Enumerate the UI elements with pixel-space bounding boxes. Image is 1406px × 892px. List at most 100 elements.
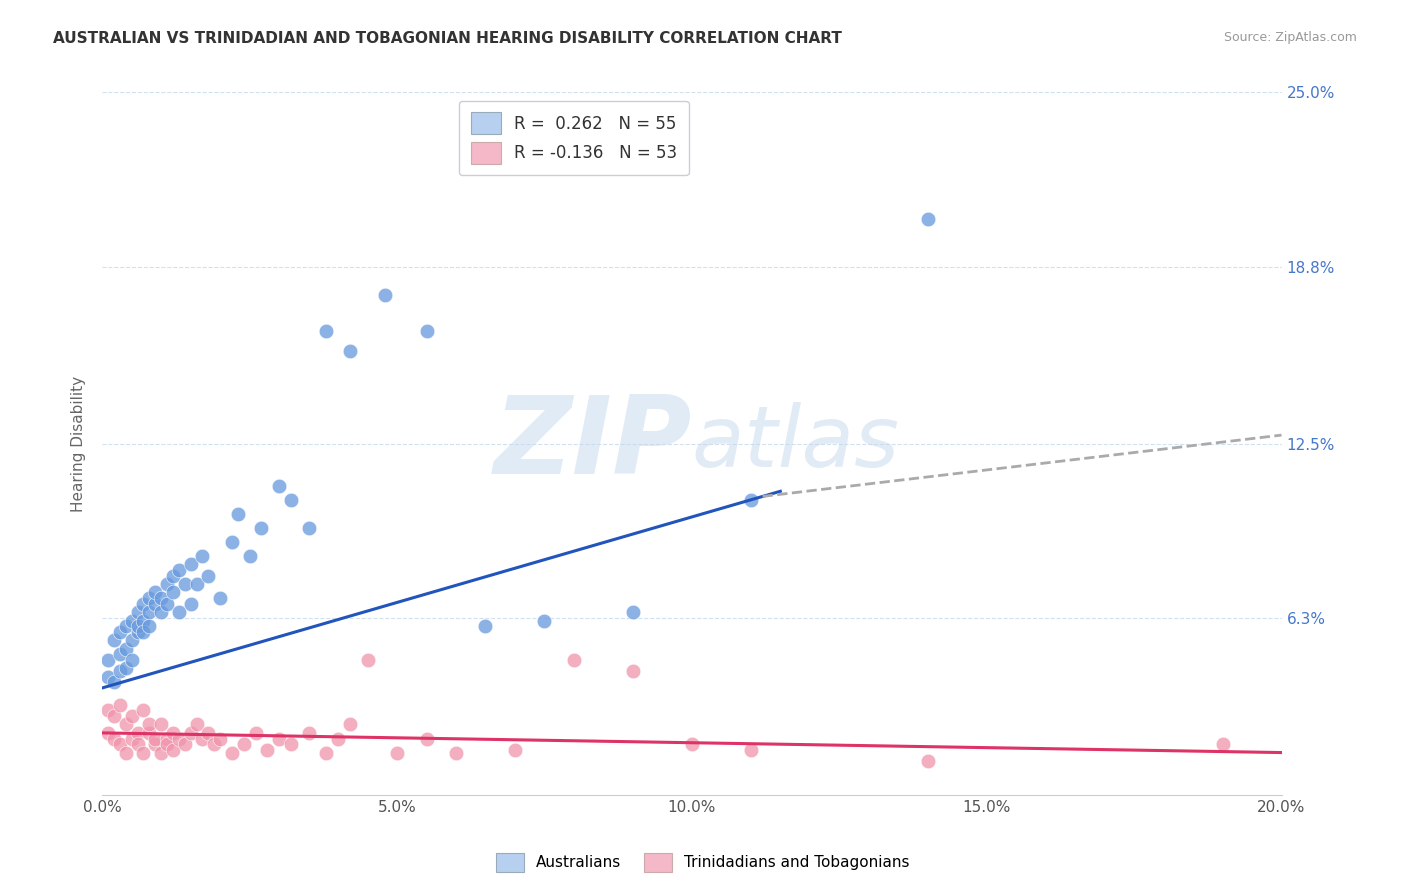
Point: [108, 698, 131, 712]
Point: [114, 641, 136, 656]
Point: [385, 746, 408, 760]
Point: [156, 597, 179, 611]
Point: [97, 703, 120, 717]
Point: [167, 731, 190, 746]
Point: [143, 585, 166, 599]
Point: [681, 737, 703, 751]
Point: [256, 743, 278, 757]
Point: [150, 591, 173, 605]
Point: [226, 507, 249, 521]
Point: [143, 597, 166, 611]
Point: [533, 614, 555, 628]
Point: [356, 653, 378, 667]
Point: [280, 737, 302, 751]
Point: [297, 521, 319, 535]
Point: [97, 726, 120, 740]
Point: [1212, 737, 1234, 751]
Point: [474, 619, 496, 633]
Point: [269, 731, 291, 746]
Point: [315, 746, 337, 760]
Point: [621, 664, 644, 678]
Point: [221, 534, 243, 549]
Point: [917, 754, 939, 768]
Point: [127, 619, 149, 633]
Point: [132, 746, 155, 760]
Point: [127, 605, 149, 619]
Point: [121, 653, 143, 667]
Point: [162, 585, 184, 599]
Point: [173, 577, 195, 591]
Legend: Australians, Trinidadians and Tobagonians: Australians, Trinidadians and Tobagonian…: [489, 845, 917, 880]
Point: [114, 746, 136, 760]
Point: [209, 731, 232, 746]
Point: [97, 653, 120, 667]
Point: [269, 478, 291, 492]
Point: [150, 717, 173, 731]
Point: [191, 731, 214, 746]
Point: [97, 670, 120, 684]
Point: [114, 619, 136, 633]
Point: [121, 614, 143, 628]
Point: [127, 624, 149, 639]
Point: [245, 726, 267, 740]
Point: [186, 577, 208, 591]
Point: [108, 737, 131, 751]
Legend: R =  0.262   N = 55, R = -0.136   N = 53: R = 0.262 N = 55, R = -0.136 N = 53: [458, 101, 689, 175]
Point: [108, 647, 131, 661]
Point: [297, 726, 319, 740]
Point: [150, 746, 173, 760]
Point: [162, 726, 184, 740]
Point: [326, 731, 349, 746]
Point: [339, 717, 361, 731]
Point: [138, 605, 160, 619]
Point: [162, 568, 184, 582]
Point: [740, 743, 762, 757]
Point: [167, 563, 190, 577]
Text: atlas: atlas: [692, 402, 900, 485]
Point: [162, 743, 184, 757]
Point: [103, 709, 125, 723]
Point: [221, 746, 243, 760]
Text: AUSTRALIAN VS TRINIDADIAN AND TOBAGONIAN HEARING DISABILITY CORRELATION CHART: AUSTRALIAN VS TRINIDADIAN AND TOBAGONIAN…: [53, 31, 842, 46]
Point: [114, 661, 136, 675]
Point: [138, 717, 160, 731]
Point: [156, 577, 179, 591]
Point: [374, 287, 396, 301]
Point: [180, 726, 202, 740]
Point: [186, 717, 208, 731]
Point: [280, 492, 302, 507]
Point: [415, 731, 437, 746]
Point: [108, 624, 131, 639]
Point: [339, 343, 361, 358]
Point: [191, 549, 214, 563]
Point: [173, 737, 195, 751]
Text: Source: ZipAtlas.com: Source: ZipAtlas.com: [1223, 31, 1357, 45]
Point: [114, 717, 136, 731]
Point: [121, 731, 143, 746]
Point: [127, 726, 149, 740]
Point: [415, 324, 437, 338]
Text: ZIP: ZIP: [494, 391, 692, 497]
Point: [132, 624, 155, 639]
Point: [138, 619, 160, 633]
Point: [143, 737, 166, 751]
Y-axis label: Hearing Disability: Hearing Disability: [72, 376, 86, 512]
Point: [315, 324, 337, 338]
Point: [103, 633, 125, 648]
Point: [127, 737, 149, 751]
Point: [239, 549, 262, 563]
Point: [740, 492, 762, 507]
Point: [202, 737, 225, 751]
Point: [156, 737, 179, 751]
Point: [621, 605, 644, 619]
Point: [103, 675, 125, 690]
Point: [167, 605, 190, 619]
Point: [156, 731, 179, 746]
Point: [562, 653, 585, 667]
Point: [197, 726, 219, 740]
Point: [209, 591, 232, 605]
Point: [444, 746, 467, 760]
Point: [103, 731, 125, 746]
Point: [180, 597, 202, 611]
Point: [121, 709, 143, 723]
